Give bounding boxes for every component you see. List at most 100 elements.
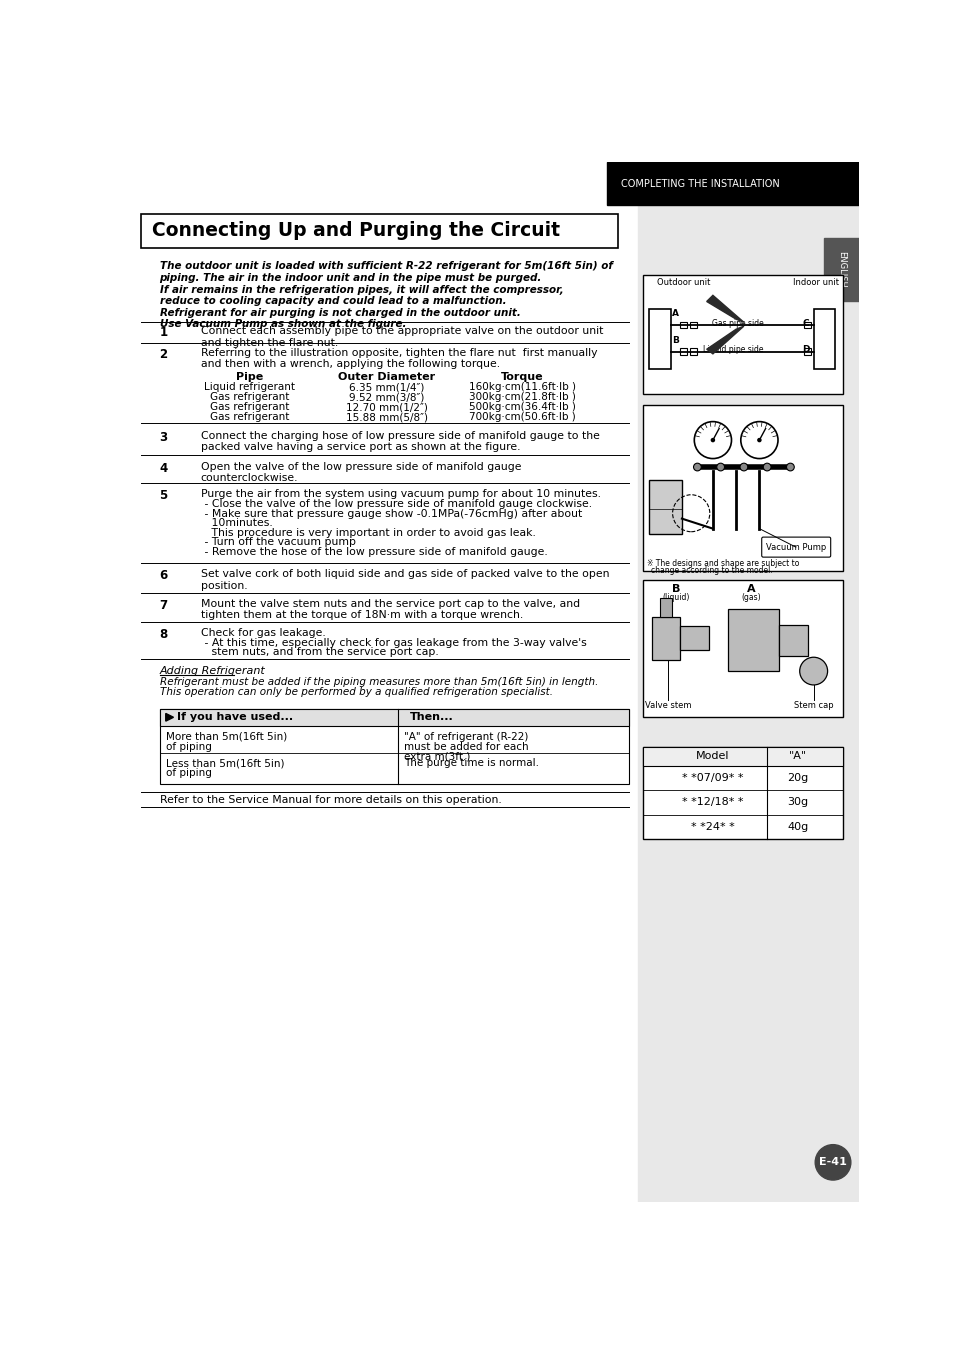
Text: This procedure is very important in order to avoid gas leak.: This procedure is very important in orde… — [200, 528, 535, 538]
Text: Mount the valve stem nuts and the service port cap to the valve, and
tighten the: Mount the valve stem nuts and the servic… — [200, 598, 579, 620]
Text: - At this time, especially check for gas leakage from the 3-way valve's: - At this time, especially check for gas… — [200, 638, 586, 647]
Bar — [679, 322, 686, 328]
Circle shape — [716, 463, 723, 471]
Text: "A": "A" — [788, 751, 806, 761]
Text: Stem cap: Stem cap — [793, 701, 833, 711]
Bar — [813, 309, 835, 369]
Bar — [638, 162, 858, 1202]
Bar — [803, 349, 810, 354]
Text: Connect the charging hose of low pressure side of manifold gauge to the
packed v: Connect the charging hose of low pressur… — [200, 431, 598, 453]
Circle shape — [711, 439, 714, 442]
Text: - Make sure that pressure gauge show -0.1MPa(-76cmHg) after about: - Make sure that pressure gauge show -0.… — [200, 508, 581, 519]
Circle shape — [694, 422, 731, 458]
Bar — [159, 709, 629, 785]
Text: 10minutes.: 10minutes. — [200, 519, 273, 528]
Bar — [649, 309, 670, 369]
Text: 8: 8 — [159, 628, 168, 640]
Text: - Close the valve of the low pressure side of manifold gauge clockwise.: - Close the valve of the low pressure si… — [200, 499, 591, 509]
Text: Valve stem: Valve stem — [644, 701, 691, 711]
Text: * *12/18* *: * *12/18* * — [681, 797, 743, 808]
Text: 20g: 20g — [786, 773, 808, 784]
Text: - Remove the hose of the low pressure side of manifold gauge.: - Remove the hose of the low pressure si… — [200, 547, 547, 557]
Text: C: C — [801, 319, 808, 327]
Text: Gas pipe side: Gas pipe side — [711, 319, 762, 327]
Text: Less than 5m(16ft 5in): Less than 5m(16ft 5in) — [166, 758, 284, 769]
Circle shape — [740, 422, 778, 458]
Bar — [778, 626, 807, 655]
Text: extra m(3ft.): extra m(3ft.) — [404, 753, 471, 762]
Text: must be added for each: must be added for each — [404, 742, 529, 753]
Bar — [690, 349, 696, 354]
Text: Check for gas leakage.: Check for gas leakage. — [200, 628, 325, 638]
Text: B: B — [672, 336, 679, 346]
Circle shape — [757, 439, 760, 442]
Bar — [159, 709, 629, 725]
Text: Refrigerant for air purging is not charged in the outdoor unit.: Refrigerant for air purging is not charg… — [159, 308, 520, 317]
Text: Gas refrigerant: Gas refrigerant — [210, 412, 289, 423]
Text: of piping: of piping — [166, 769, 212, 778]
Text: Use Vacuum Pump as shown at the figure.: Use Vacuum Pump as shown at the figure. — [159, 319, 406, 330]
Text: 2: 2 — [159, 347, 168, 361]
Bar — [642, 747, 842, 766]
Text: 300kg·cm(21.8ft·lb ): 300kg·cm(21.8ft·lb ) — [468, 392, 575, 403]
Text: Model: Model — [696, 751, 729, 761]
Text: Referring to the illustration opposite, tighten the flare nut  first manually
an: Referring to the illustration opposite, … — [200, 347, 597, 369]
Text: piping. The air in the indoor unit and in the pipe must be purged.: piping. The air in the indoor unit and i… — [159, 273, 541, 282]
Text: If air remains in the refrigeration pipes, it will affect the compressor,: If air remains in the refrigeration pipe… — [159, 285, 562, 295]
Text: Gas refrigerant: Gas refrigerant — [210, 403, 289, 412]
Text: Set valve cork of both liquid side and gas side of packed valve to the open
posi: Set valve cork of both liquid side and g… — [200, 570, 608, 590]
FancyBboxPatch shape — [760, 538, 830, 557]
Text: 12.70 mm(1/2″): 12.70 mm(1/2″) — [345, 403, 427, 412]
Text: 30g: 30g — [787, 797, 808, 808]
Text: Indoor unit: Indoor unit — [792, 278, 839, 288]
Text: stem nuts, and from the service port cap.: stem nuts, and from the service port cap… — [200, 647, 438, 657]
Text: ENGLISH: ENGLISH — [836, 251, 845, 288]
Text: 40g: 40g — [786, 821, 808, 832]
Bar — [652, 617, 679, 659]
Text: 500kg·cm(36.4ft·lb ): 500kg·cm(36.4ft·lb ) — [468, 403, 575, 412]
Text: 4: 4 — [159, 462, 168, 474]
Bar — [642, 274, 842, 394]
Text: Refer to the Service Manual for more details on this operation.: Refer to the Service Manual for more det… — [159, 794, 500, 805]
Circle shape — [740, 463, 747, 471]
Text: - Turn off the vacuum pump: - Turn off the vacuum pump — [200, 538, 355, 547]
Text: COMPLETING THE INSTALLATION: COMPLETING THE INSTALLATION — [620, 178, 780, 189]
Bar — [649, 480, 681, 534]
Text: Connecting Up and Purging the Circuit: Connecting Up and Purging the Circuit — [152, 222, 559, 240]
Polygon shape — [706, 296, 743, 323]
Text: (liquid): (liquid) — [661, 593, 689, 601]
Circle shape — [815, 1144, 850, 1179]
Bar — [607, 162, 858, 205]
Text: (gas): (gas) — [741, 593, 760, 601]
Text: Torque: Torque — [500, 373, 543, 382]
Bar — [642, 405, 842, 571]
Text: Outer Diameter: Outer Diameter — [337, 373, 435, 382]
Text: * *24* *: * *24* * — [690, 821, 734, 832]
Bar — [679, 349, 686, 354]
Text: 7: 7 — [159, 598, 168, 612]
Circle shape — [693, 463, 700, 471]
Text: The outdoor unit is loaded with sufficient R-22 refrigerant for 5m(16ft 5in) of: The outdoor unit is loaded with sufficie… — [159, 262, 612, 272]
Text: * *07/09* *: * *07/09* * — [681, 773, 743, 784]
Text: Vacuum Pump: Vacuum Pump — [765, 543, 825, 551]
Text: A: A — [746, 584, 755, 594]
Text: Gas refrigerant: Gas refrigerant — [210, 392, 289, 403]
Text: This operation can only be performed by a qualified refrigeration specialist.: This operation can only be performed by … — [159, 688, 552, 697]
Polygon shape — [166, 713, 173, 721]
Text: Then...: Then... — [410, 712, 453, 723]
Text: D: D — [801, 346, 809, 354]
Text: 5: 5 — [159, 489, 168, 503]
Text: B: B — [671, 584, 679, 594]
Text: 6.35 mm(1/4″): 6.35 mm(1/4″) — [349, 382, 424, 392]
Text: 1: 1 — [159, 326, 168, 339]
Bar — [141, 213, 617, 247]
Bar — [642, 580, 842, 717]
Text: Liquid pipe side: Liquid pipe side — [702, 346, 762, 354]
Text: "A" of refrigerant (R-22): "A" of refrigerant (R-22) — [404, 732, 528, 742]
Bar — [659, 598, 671, 617]
Bar — [728, 609, 778, 671]
Text: Connect each assembly pipe to the appropriate valve on the outdoor unit
and tigh: Connect each assembly pipe to the approp… — [200, 326, 602, 347]
Text: 160kg·cm(11.6ft·lb ): 160kg·cm(11.6ft·lb ) — [468, 382, 576, 392]
Circle shape — [799, 657, 827, 685]
Text: Adding Refrigerant: Adding Refrigerant — [159, 666, 265, 677]
